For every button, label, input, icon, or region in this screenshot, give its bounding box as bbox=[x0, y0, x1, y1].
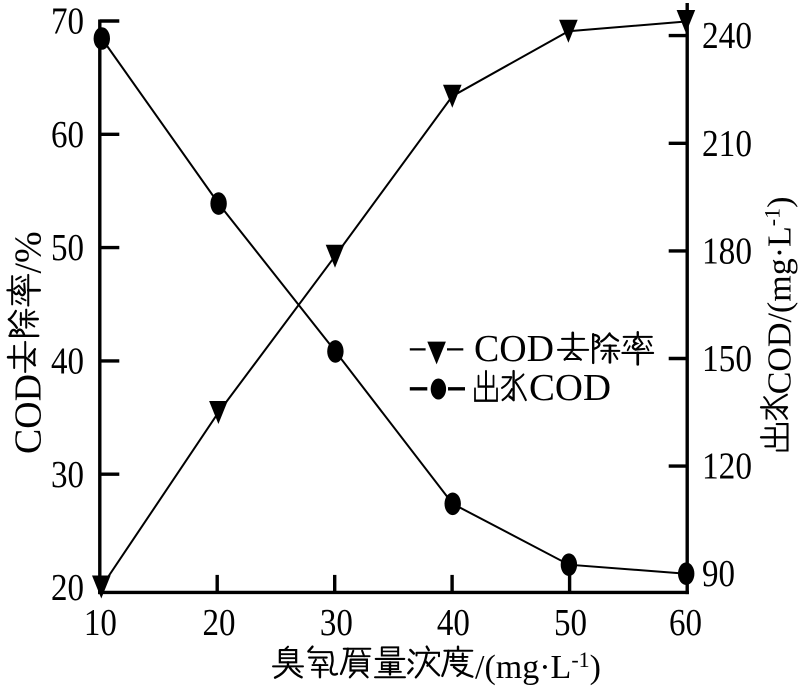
svg-text:COD/(mg·L-1): COD/(mg·L-1) bbox=[760, 197, 799, 395]
svg-text:180: 180 bbox=[702, 231, 752, 273]
svg-text:90: 90 bbox=[702, 553, 735, 595]
svg-text:40: 40 bbox=[437, 602, 470, 644]
svg-text:30: 30 bbox=[320, 602, 353, 644]
svg-text:COD: COD bbox=[474, 328, 554, 370]
svg-text:/%: /% bbox=[7, 231, 49, 273]
svg-text:120: 120 bbox=[702, 446, 752, 488]
svg-text:210: 210 bbox=[702, 123, 752, 165]
svg-text:10: 10 bbox=[84, 602, 117, 644]
svg-text:60: 60 bbox=[51, 114, 84, 156]
svg-text:240: 240 bbox=[702, 15, 752, 57]
svg-text:50: 50 bbox=[51, 227, 84, 269]
svg-text:COD: COD bbox=[7, 374, 49, 454]
svg-text:40: 40 bbox=[51, 341, 84, 383]
svg-text:150: 150 bbox=[702, 338, 752, 380]
svg-text:20: 20 bbox=[51, 567, 84, 609]
svg-text:60: 60 bbox=[669, 602, 702, 644]
svg-text:20: 20 bbox=[203, 602, 236, 644]
svg-text:70: 70 bbox=[51, 1, 84, 43]
svg-text:30: 30 bbox=[51, 454, 84, 496]
svg-text:COD: COD bbox=[529, 367, 611, 409]
svg-text:50: 50 bbox=[554, 602, 587, 644]
